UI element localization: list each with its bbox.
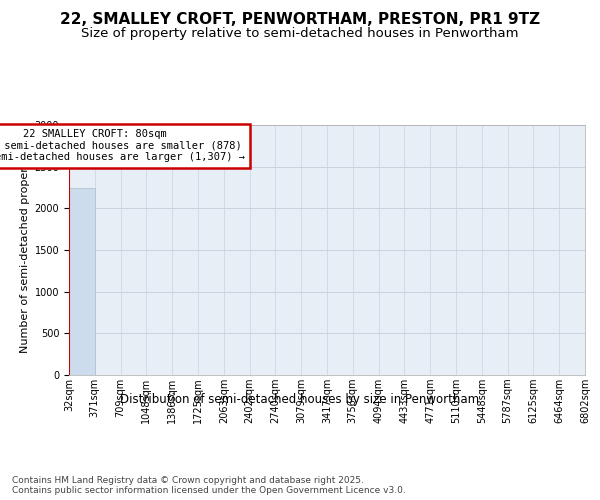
Text: 22 SMALLEY CROFT: 80sqm
← 39% of semi-detached houses are smaller (878)
58% of s: 22 SMALLEY CROFT: 80sqm ← 39% of semi-de…: [0, 129, 245, 162]
Text: Distribution of semi-detached houses by size in Penwortham: Distribution of semi-detached houses by …: [121, 392, 479, 406]
Text: Contains HM Land Registry data © Crown copyright and database right 2025.
Contai: Contains HM Land Registry data © Crown c…: [12, 476, 406, 495]
Y-axis label: Number of semi-detached properties: Number of semi-detached properties: [20, 147, 31, 353]
Text: 22, SMALLEY CROFT, PENWORTHAM, PRESTON, PR1 9TZ: 22, SMALLEY CROFT, PENWORTHAM, PRESTON, …: [60, 12, 540, 28]
Text: Size of property relative to semi-detached houses in Penwortham: Size of property relative to semi-detach…: [81, 28, 519, 40]
Bar: [69, 188, 95, 375]
